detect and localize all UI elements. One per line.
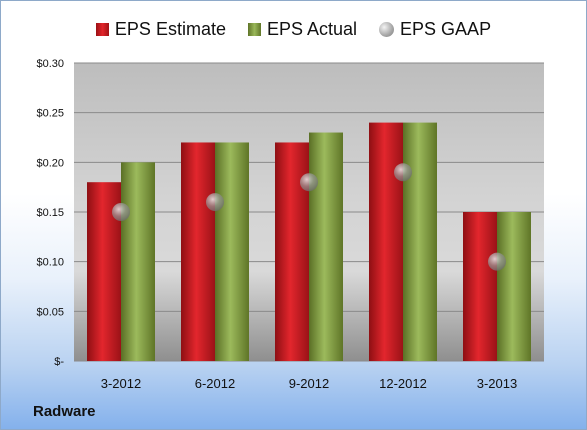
y-axis-ticks: $- $0.05 $0.10 $0.15 $0.20 $0.25 $0.30 (36, 58, 64, 368)
legend-item-estimate: EPS Estimate (95, 18, 226, 40)
legend-item-gaap: EPS GAAP (379, 19, 491, 40)
legend-label-estimate: EPS Estimate (114, 18, 226, 39)
marker-eps-gaap (394, 163, 412, 182)
marker-eps-gaap (488, 252, 506, 271)
y-tick-label: $0.20 (36, 157, 64, 169)
bar-eps-actual (215, 142, 249, 361)
marker-eps-gaap (206, 193, 224, 212)
bars (87, 122, 531, 361)
x-tick-label: 9-2012 (289, 376, 329, 391)
y-tick-label: $0.30 (36, 58, 64, 70)
legend-swatch-estimate (95, 22, 109, 36)
bar-eps-actual (497, 212, 531, 361)
bar-eps-estimate (463, 212, 497, 361)
y-tick-label: $- (54, 356, 64, 368)
legend-label-actual: EPS Actual (266, 18, 358, 39)
y-tick-label: $0.05 (36, 306, 64, 318)
y-tick-label: $0.25 (36, 108, 64, 120)
legend-swatch-actual (247, 22, 261, 36)
x-tick-label: 12-2012 (379, 376, 427, 391)
bar-eps-actual (309, 132, 343, 361)
legend-label-gaap: EPS GAAP (400, 18, 492, 39)
bar-eps-estimate (181, 142, 215, 361)
gaap-markers (112, 163, 506, 271)
bar-eps-actual (121, 162, 155, 361)
x-tick-label: 3-2012 (101, 376, 141, 391)
legend: EPS Estimate EPS Actual EPS GAAP (1, 17, 586, 41)
y-tick-label: $0.10 (36, 257, 64, 269)
y-tick-label: $0.15 (36, 207, 64, 219)
bar-eps-actual (403, 122, 437, 361)
x-tick-label: 6-2012 (195, 376, 235, 391)
marker-eps-gaap (300, 173, 318, 192)
x-axis-ticks: 3-2012 6-2012 9-2012 12-2012 3-2013 (101, 376, 517, 391)
legend-swatch-gaap (379, 21, 395, 37)
company-name: Radware (33, 403, 96, 420)
x-tick-label: 3-2013 (477, 376, 517, 391)
bar-eps-estimate (369, 122, 403, 361)
marker-eps-gaap (112, 203, 130, 221)
legend-item-actual: EPS Actual (247, 18, 358, 40)
